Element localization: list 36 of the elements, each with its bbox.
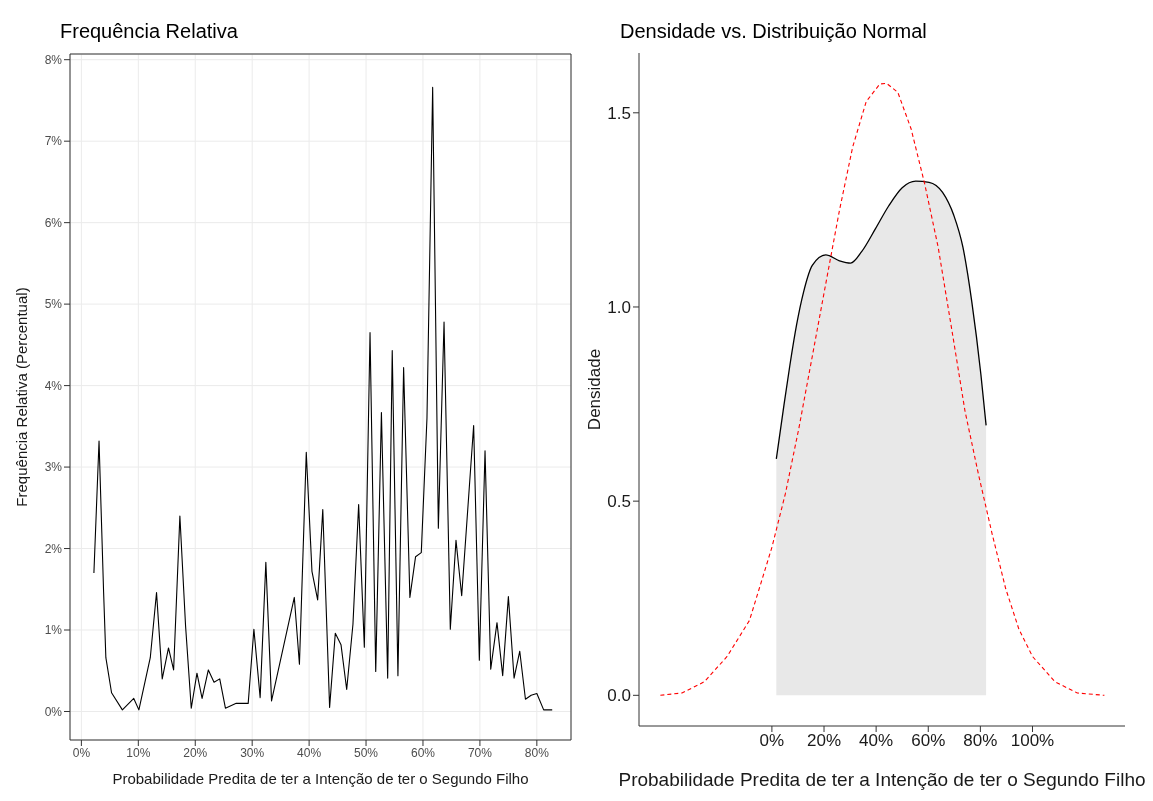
y-tick-label: 1.5 (607, 103, 631, 123)
chart-title: Frequência Relativa (60, 20, 238, 43)
x-axis-title: Probabilidade Predita de ter a Intenção de ter o Segundo Filho (618, 769, 1146, 790)
x-tick-label: 10% (126, 745, 151, 760)
line-series (93, 86, 553, 711)
y-tick-label: 2% (44, 541, 63, 556)
y-tick-label: 3% (44, 460, 63, 475)
chart-title: Densidade vs. Distribuição Normal (620, 20, 927, 43)
x-tick-label: 80% (524, 745, 550, 760)
y-tick-label: 1.0 (607, 298, 631, 318)
x-tick-label: 100% (1010, 731, 1055, 751)
x-tick-label: 70% (467, 745, 493, 760)
y-tick-label: 8% (44, 52, 63, 67)
x-tick-label: 60% (911, 731, 946, 751)
y-tick-label: 5% (44, 297, 63, 312)
x-tick-label: 80% (963, 731, 998, 751)
x-tick-label: 20% (183, 745, 208, 760)
x-tick-label: 30% (240, 745, 265, 760)
x-axis-title: Probabilidade Predita de ter a Intenção de ter o Segundo Filho (112, 770, 529, 787)
y-tick-label: 0.5 (607, 492, 631, 512)
y-tick-label: 6% (44, 215, 63, 230)
y-tick-label: 1% (44, 623, 63, 638)
x-tick-label: 40% (859, 731, 894, 751)
y-axis-title: Densidade (585, 348, 605, 431)
y-tick-label: 0% (44, 704, 63, 719)
x-tick-label: 50% (354, 745, 379, 760)
x-tick-label: 40% (297, 745, 322, 760)
y-tick-label: 4% (44, 378, 63, 393)
x-tick-label: 0% (759, 731, 785, 751)
x-tick-label: 20% (807, 731, 842, 751)
y-tick-label: 7% (44, 134, 63, 149)
line-series (659, 82, 1105, 696)
x-tick-label: 0% (72, 745, 91, 760)
x-tick-label: 60% (410, 745, 436, 760)
y-tick-label: 0.0 (607, 686, 631, 706)
y-axis-title: Frequência Relativa (Percentual) (13, 287, 31, 507)
